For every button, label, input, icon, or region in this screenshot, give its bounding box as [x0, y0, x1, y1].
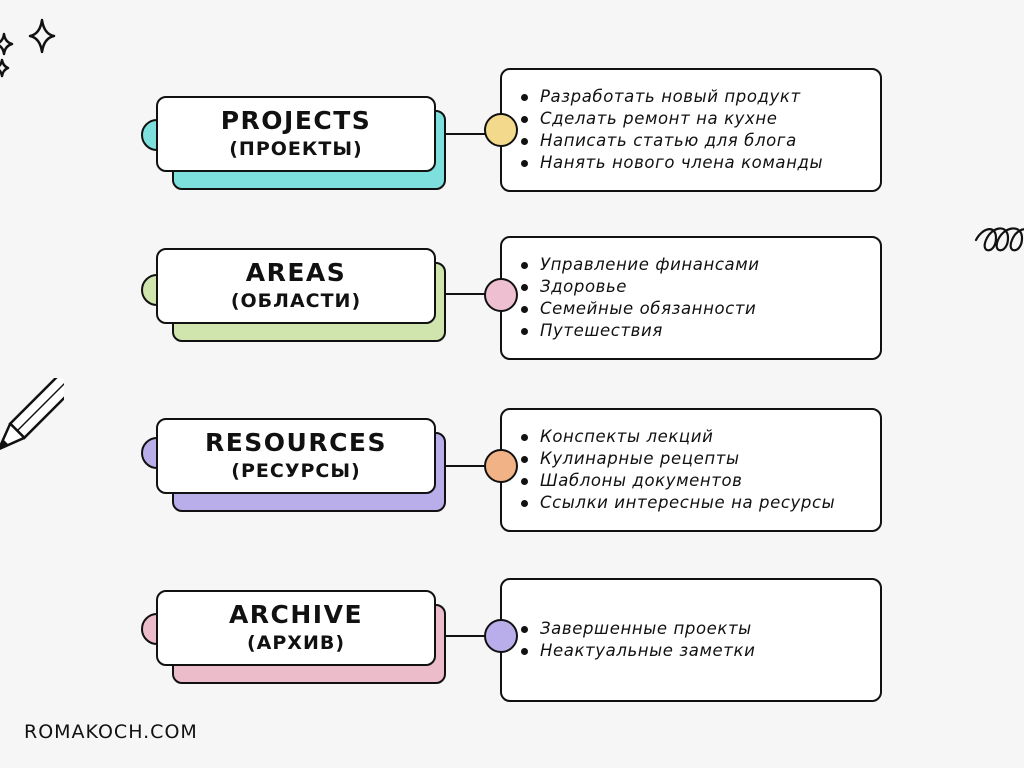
category-title: AREAS — [245, 258, 347, 287]
pencil-icon — [0, 378, 64, 451]
items-box: Завершенные проекты Неактуальные заметки — [500, 578, 882, 702]
list-item: Семейные обязанности — [521, 298, 760, 320]
right-dot — [484, 278, 518, 312]
items-list: Разработать новый продукт Сделать ремонт… — [502, 86, 823, 174]
list-item: Здоровье — [521, 276, 760, 298]
list-item: Написать статью для блога — [520, 130, 823, 152]
connector-line — [446, 465, 502, 467]
category-title: PROJECTS — [220, 106, 372, 135]
list-item: Конспекты лекций — [520, 426, 835, 448]
list-item: Нанять нового члена команды — [520, 153, 824, 172]
items-list: Управление финансами Здоровье Семейные о… — [502, 254, 760, 342]
list-item: Путешествия — [521, 320, 760, 342]
site-footer-url: ROMAKOCH.COM — [24, 721, 198, 743]
items-list: Завершенные проекты Неактуальные заметки — [502, 618, 755, 662]
connector-line — [446, 293, 502, 295]
list-item: Разработать новый продукт — [520, 86, 823, 108]
loops-doodle-icon — [974, 227, 1024, 252]
category-title: RESOURCES — [204, 428, 388, 457]
title-box: AREAS (ОБЛАСТИ) — [156, 248, 436, 324]
list-item: Кулинарные рецепты — [520, 448, 835, 470]
list-item: Ссылки интересные на ресурсы — [520, 493, 836, 512]
right-dot — [484, 113, 518, 147]
right-dot — [484, 449, 518, 483]
list-item: Завершенные проекты — [520, 618, 755, 640]
list-item: Шаблоны документов — [520, 470, 835, 492]
items-box: Конспекты лекций Кулинарные рецепты Шабл… — [500, 408, 882, 532]
row-areas: AREAS (ОБЛАСТИ) Управление финансами Здо… — [0, 234, 1024, 364]
items-list: Конспекты лекций Кулинарные рецепты Шабл… — [502, 426, 835, 514]
row-archive: ARCHIVE (АРХИВ) Завершенные проекты Неак… — [0, 576, 1024, 706]
category-title: ARCHIVE — [228, 600, 364, 629]
category-subtitle: (РЕСУРСЫ) — [231, 460, 361, 482]
category-subtitle: (ОБЛАСТИ) — [230, 290, 362, 312]
title-box: ARCHIVE (АРХИВ) — [156, 590, 436, 666]
list-item: Управление финансами — [521, 255, 760, 274]
row-resources: RESOURCES (РЕСУРСЫ) Конспекты лекций Кул… — [0, 406, 1024, 536]
sparkle-icon — [0, 18, 56, 78]
right-dot — [484, 619, 518, 653]
list-item: Сделать ремонт на кухне — [520, 108, 823, 130]
title-box: RESOURCES (РЕСУРСЫ) — [156, 418, 436, 494]
list-item: Неактуальные заметки — [520, 641, 756, 660]
category-subtitle: (АРХИВ) — [246, 632, 346, 654]
items-box: Управление финансами Здоровье Семейные о… — [500, 236, 882, 360]
row-projects: PROJECTS (ПРОЕКТЫ) Разработать новый про… — [0, 66, 1024, 196]
items-box: Разработать новый продукт Сделать ремонт… — [500, 68, 882, 192]
category-subtitle: (ПРОЕКТЫ) — [229, 138, 363, 160]
connector-line — [446, 635, 502, 637]
title-box: PROJECTS (ПРОЕКТЫ) — [156, 96, 436, 172]
connector-line — [446, 133, 502, 135]
